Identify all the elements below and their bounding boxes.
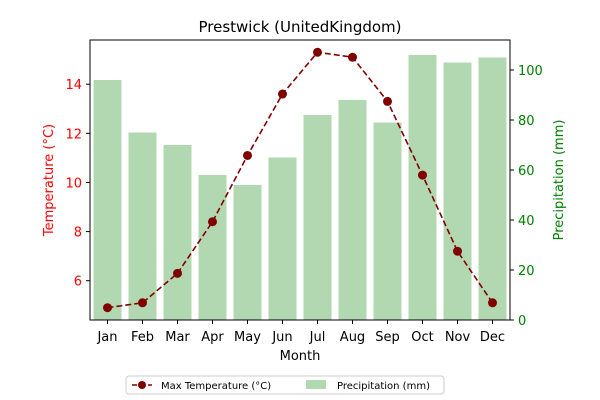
- temperature-point-oct: [418, 170, 427, 180]
- x-tick-label: Oct: [411, 330, 433, 345]
- precipitation-bar-jun: [268, 157, 297, 320]
- x-tick-label: Jul: [309, 330, 326, 345]
- left-y-tick-label: 10: [65, 176, 82, 191]
- right-y-tick-label: 20: [518, 264, 535, 279]
- temperature-point-jun: [278, 89, 287, 99]
- bars-layer: [93, 55, 507, 320]
- x-tick-label: Mar: [165, 330, 190, 345]
- x-tick-label: Jun: [271, 330, 292, 345]
- left-y-tick-label: 6: [74, 275, 82, 290]
- right-y-tick-label: 60: [518, 164, 535, 179]
- legend-box: [125, 375, 445, 395]
- x-axis: Jan Feb Mar Apr May Jun Jul Aug Sep Oct Nov Dec: [96, 320, 505, 345]
- legend-bar-swatch: [306, 380, 326, 389]
- precipitation-bar-aug: [338, 100, 367, 320]
- left-y-tick-label: 12: [65, 127, 82, 142]
- precipitation-bar-sep: [373, 122, 402, 320]
- precipitation-bar-jul: [303, 115, 332, 320]
- left-y-tick-label: 14: [65, 78, 82, 93]
- left-y-axis: 6 8 10 12 14: [65, 78, 90, 290]
- temperature-point-jan: [103, 303, 112, 313]
- x-tick-label: Apr: [201, 330, 224, 345]
- temperature-point-dec: [488, 298, 497, 308]
- legend-line-dot: [138, 381, 146, 389]
- precipitation-bar-apr: [198, 175, 227, 320]
- precipitation-bar-jan: [93, 80, 122, 320]
- x-tick-label: Dec: [480, 330, 505, 345]
- left-y-axis-label: Temperature (°C): [42, 124, 57, 237]
- x-tick-label: Aug: [340, 330, 365, 345]
- temperature-point-may: [243, 150, 252, 160]
- chart-title: Prestwick (UnitedKingdom): [198, 18, 401, 36]
- plot-frame: [89, 39, 511, 321]
- temperature-point-aug: [348, 52, 357, 62]
- temperature-point-sep: [383, 96, 392, 106]
- x-tick-label: Jan: [96, 330, 117, 345]
- left-y-tick-label: 8: [74, 226, 82, 241]
- right-y-axis: 0 20 40 60 80 100: [510, 64, 543, 329]
- x-axis-label: Month: [280, 349, 321, 364]
- precipitation-bar-oct: [408, 55, 437, 320]
- right-y-tick-label: 40: [518, 214, 535, 229]
- precipitation-bar-feb: [128, 132, 157, 320]
- x-tick-label: May: [234, 330, 261, 345]
- precipitation-bar-dec: [478, 57, 507, 320]
- precipitation-bar-mar: [163, 145, 192, 320]
- temperature-point-feb: [138, 298, 147, 308]
- legend: Max Temperature (°C) Precipitation (mm): [125, 375, 445, 395]
- right-y-tick-label: 0: [518, 314, 526, 329]
- x-tick-label: Sep: [375, 330, 400, 345]
- legend-label-temperature: Max Temperature (°C): [161, 381, 271, 392]
- right-y-tick-label: 80: [518, 114, 535, 129]
- x-tick-label: Feb: [131, 330, 154, 345]
- legend-label-precipitation: Precipitation (mm): [337, 381, 430, 392]
- line-layer: [103, 47, 497, 313]
- right-y-axis-label: Precipitation (mm): [552, 120, 567, 241]
- x-tick-label: Nov: [445, 330, 471, 345]
- temperature-point-apr: [208, 217, 217, 227]
- right-y-tick-label: 100: [518, 64, 543, 79]
- temperature-point-mar: [173, 268, 182, 278]
- temperature-point-nov: [453, 246, 462, 256]
- precipitation-bar-may: [233, 185, 262, 320]
- precipitation-bar-nov: [443, 62, 472, 320]
- temperature-line: [107, 51, 494, 309]
- temperature-point-jul: [313, 47, 322, 57]
